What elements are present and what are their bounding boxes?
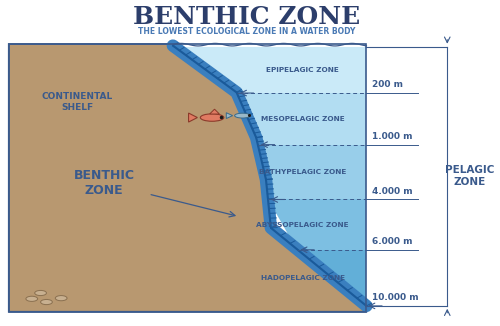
Text: 10.000 m: 10.000 m [372, 293, 419, 302]
Text: MESOPELAGIC ZONE: MESOPELAGIC ZONE [261, 116, 344, 122]
Text: ABYSSOPELAGIC ZONE: ABYSSOPELAGIC ZONE [256, 222, 349, 228]
Text: BENTHIC
ZONE: BENTHIC ZONE [74, 169, 135, 197]
Text: BATHYPELAGIC ZONE: BATHYPELAGIC ZONE [259, 169, 346, 175]
Text: CONTINENTAL
SHELF: CONTINENTAL SHELF [42, 92, 113, 112]
Ellipse shape [40, 300, 52, 304]
Ellipse shape [56, 296, 67, 301]
Text: HADOPELAGIC ZONE: HADOPELAGIC ZONE [260, 275, 345, 281]
Text: 6.000 m: 6.000 m [372, 237, 413, 246]
Ellipse shape [34, 290, 46, 296]
Text: 1.000 m: 1.000 m [372, 132, 413, 141]
Polygon shape [237, 93, 366, 145]
Text: 4.000 m: 4.000 m [372, 186, 413, 196]
Polygon shape [8, 44, 366, 312]
Text: 200 m: 200 m [372, 80, 404, 89]
Ellipse shape [26, 296, 38, 302]
Text: PELAGIC
ZONE: PELAGIC ZONE [444, 166, 494, 187]
Polygon shape [226, 113, 232, 119]
Polygon shape [268, 200, 366, 250]
Ellipse shape [200, 114, 224, 121]
Polygon shape [188, 113, 198, 122]
Ellipse shape [234, 113, 250, 118]
Polygon shape [258, 145, 366, 200]
Text: THE LOWEST ECOLOGICAL ZONE IN A WATER BODY: THE LOWEST ECOLOGICAL ZONE IN A WATER BO… [138, 27, 355, 36]
Text: BENTHIC ZONE: BENTHIC ZONE [133, 5, 360, 29]
Text: EPIPELAGIC ZONE: EPIPELAGIC ZONE [266, 67, 339, 73]
Polygon shape [174, 47, 366, 93]
Polygon shape [298, 250, 366, 306]
Polygon shape [210, 109, 220, 114]
